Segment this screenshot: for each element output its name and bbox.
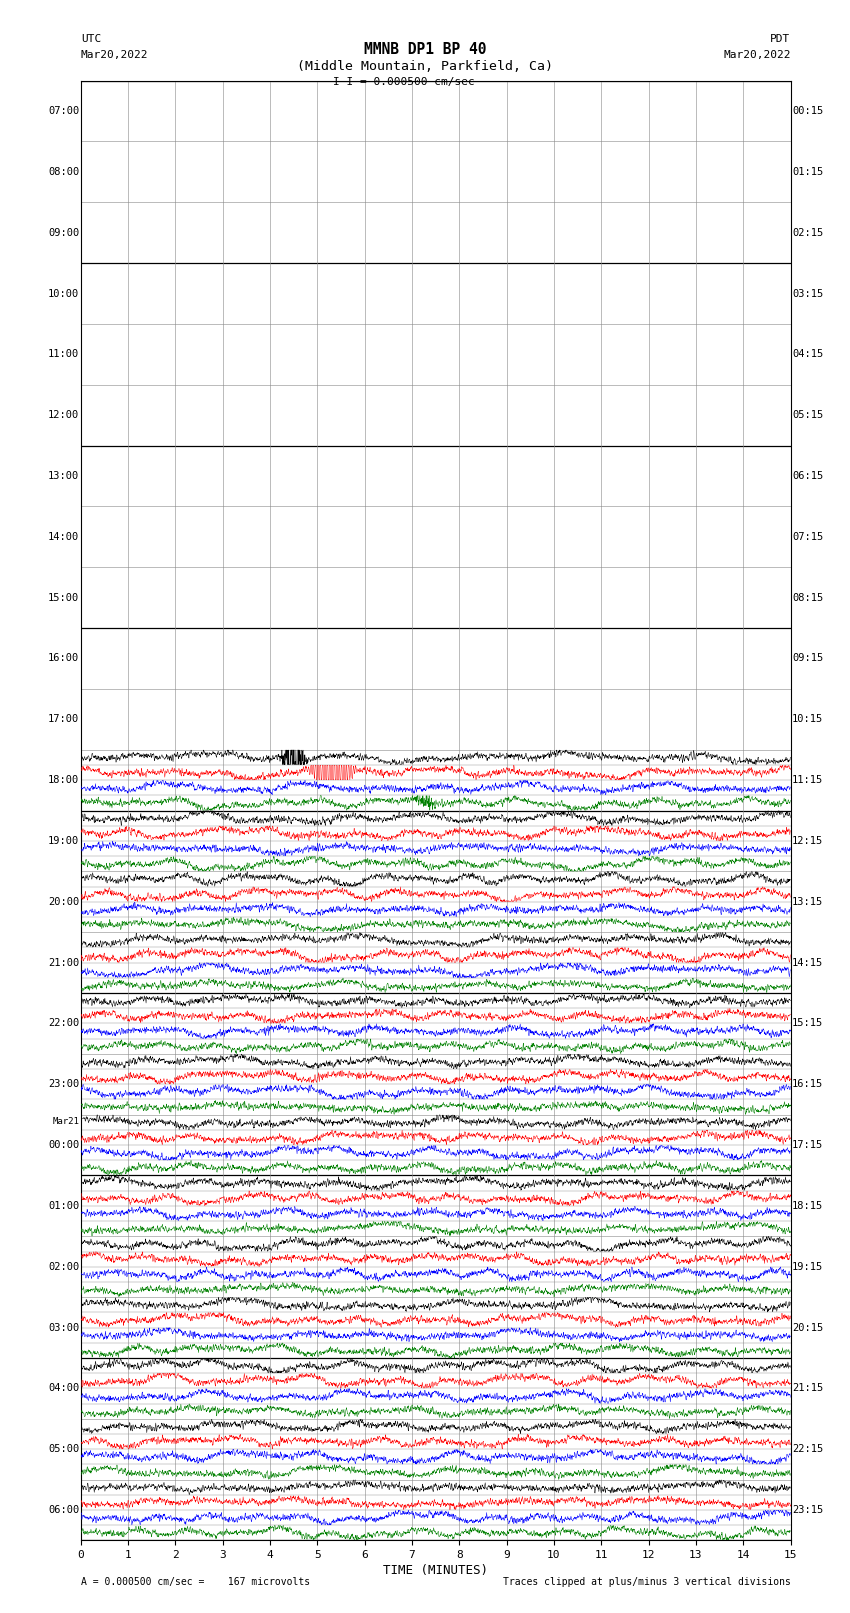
- Text: 07:15: 07:15: [792, 532, 823, 542]
- Text: 02:00: 02:00: [48, 1261, 79, 1271]
- Text: 19:15: 19:15: [792, 1261, 823, 1271]
- Text: UTC: UTC: [81, 34, 101, 44]
- Text: 01:00: 01:00: [48, 1202, 79, 1211]
- Text: 23:15: 23:15: [792, 1505, 823, 1515]
- Text: 20:00: 20:00: [48, 897, 79, 907]
- Text: Mar20,2022: Mar20,2022: [723, 50, 791, 60]
- Text: (Middle Mountain, Parkfield, Ca): (Middle Mountain, Parkfield, Ca): [297, 60, 553, 73]
- Text: 09:15: 09:15: [792, 653, 823, 663]
- Text: 16:00: 16:00: [48, 653, 79, 663]
- Text: 08:15: 08:15: [792, 592, 823, 603]
- Text: 23:00: 23:00: [48, 1079, 79, 1089]
- Text: 22:15: 22:15: [792, 1444, 823, 1455]
- Text: 10:15: 10:15: [792, 715, 823, 724]
- Text: 12:15: 12:15: [792, 836, 823, 845]
- Text: Mar20,2022: Mar20,2022: [81, 50, 148, 60]
- Text: 13:00: 13:00: [48, 471, 79, 481]
- Text: 04:15: 04:15: [792, 350, 823, 360]
- Text: PDT: PDT: [770, 34, 790, 44]
- Text: 08:00: 08:00: [48, 166, 79, 177]
- Text: Mar21: Mar21: [53, 1118, 79, 1126]
- Text: 18:15: 18:15: [792, 1202, 823, 1211]
- Text: 18:00: 18:00: [48, 776, 79, 786]
- Text: 05:15: 05:15: [792, 410, 823, 419]
- Text: 15:00: 15:00: [48, 592, 79, 603]
- Text: 06:15: 06:15: [792, 471, 823, 481]
- Text: 21:00: 21:00: [48, 958, 79, 968]
- Text: MMNB DP1 BP 40: MMNB DP1 BP 40: [364, 42, 486, 56]
- X-axis label: TIME (MINUTES): TIME (MINUTES): [383, 1565, 488, 1578]
- Text: 03:00: 03:00: [48, 1323, 79, 1332]
- Text: 17:15: 17:15: [792, 1140, 823, 1150]
- Text: I I = 0.000500 cm/sec: I I = 0.000500 cm/sec: [333, 77, 474, 87]
- Text: 00:15: 00:15: [792, 106, 823, 116]
- Text: 20:15: 20:15: [792, 1323, 823, 1332]
- Text: 14:15: 14:15: [792, 958, 823, 968]
- Text: 00:00: 00:00: [48, 1140, 79, 1150]
- Text: 21:15: 21:15: [792, 1384, 823, 1394]
- Text: 03:15: 03:15: [792, 289, 823, 298]
- Text: 06:00: 06:00: [48, 1505, 79, 1515]
- Text: 09:00: 09:00: [48, 227, 79, 237]
- Text: A = 0.000500 cm/sec =    167 microvolts: A = 0.000500 cm/sec = 167 microvolts: [81, 1578, 310, 1587]
- Text: 12:00: 12:00: [48, 410, 79, 419]
- Text: 15:15: 15:15: [792, 1018, 823, 1029]
- Text: 11:15: 11:15: [792, 776, 823, 786]
- Text: 02:15: 02:15: [792, 227, 823, 237]
- Text: 11:00: 11:00: [48, 350, 79, 360]
- Text: 14:00: 14:00: [48, 532, 79, 542]
- Text: 19:00: 19:00: [48, 836, 79, 845]
- Text: Traces clipped at plus/minus 3 vertical divisions: Traces clipped at plus/minus 3 vertical …: [502, 1578, 790, 1587]
- Text: 04:00: 04:00: [48, 1384, 79, 1394]
- Text: 22:00: 22:00: [48, 1018, 79, 1029]
- Text: 07:00: 07:00: [48, 106, 79, 116]
- Text: 05:00: 05:00: [48, 1444, 79, 1455]
- Text: 10:00: 10:00: [48, 289, 79, 298]
- Text: 01:15: 01:15: [792, 166, 823, 177]
- Text: 17:00: 17:00: [48, 715, 79, 724]
- Text: 16:15: 16:15: [792, 1079, 823, 1089]
- Text: 13:15: 13:15: [792, 897, 823, 907]
